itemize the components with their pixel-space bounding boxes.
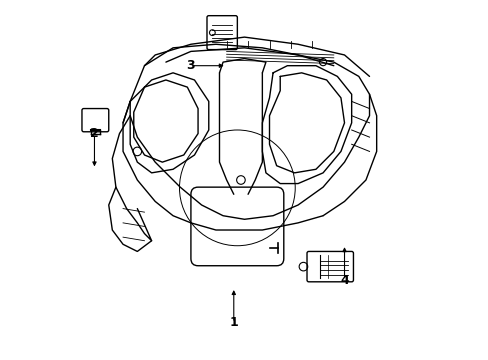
FancyBboxPatch shape <box>306 251 353 282</box>
Text: 1: 1 <box>229 316 238 329</box>
Text: 2: 2 <box>90 127 99 140</box>
Text: 4: 4 <box>340 274 348 287</box>
FancyBboxPatch shape <box>190 187 283 266</box>
FancyBboxPatch shape <box>206 16 237 50</box>
Text: 3: 3 <box>186 59 195 72</box>
FancyBboxPatch shape <box>82 109 108 132</box>
